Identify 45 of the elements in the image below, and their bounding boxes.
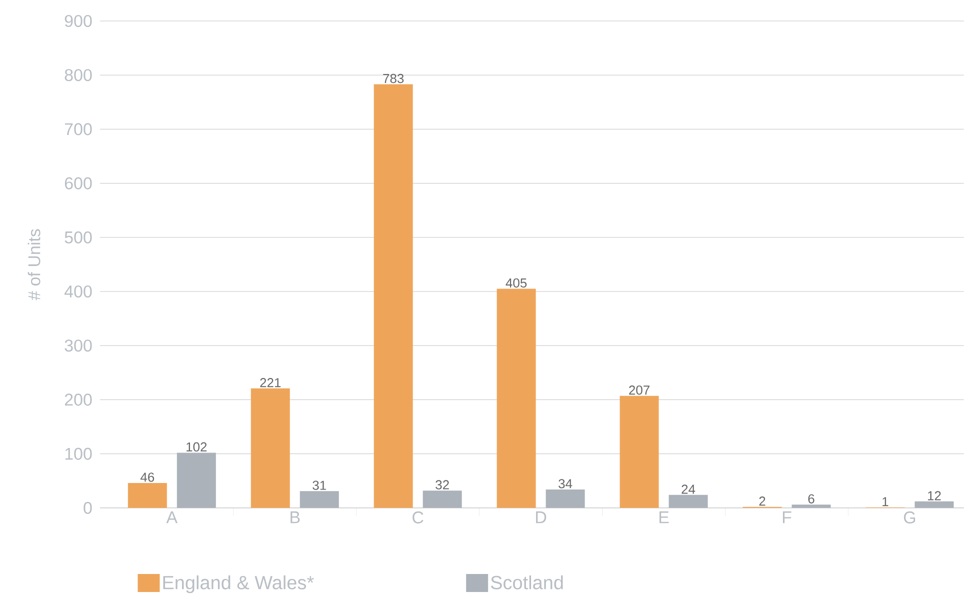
data-label: 783 — [383, 74, 404, 84]
legend-label: Scotland — [490, 575, 563, 590]
x-tick-label: A — [166, 511, 178, 524]
bar — [300, 491, 339, 508]
x-tick-label: C — [412, 511, 424, 524]
x-tick-label: G — [904, 511, 916, 524]
y-tick-label: 0 — [84, 502, 92, 514]
data-label: 405 — [506, 278, 527, 288]
data-label: 2 — [759, 496, 766, 506]
data-label: 207 — [629, 386, 650, 395]
data-label: 34 — [558, 479, 572, 488]
bar — [914, 501, 954, 508]
bar — [250, 388, 290, 508]
x-tick-label: B — [290, 511, 300, 524]
y-tick-label: 700 — [64, 123, 92, 136]
data-label: 32 — [436, 480, 449, 490]
y-tick-label: 500 — [64, 231, 92, 244]
data-label: 12 — [928, 491, 941, 500]
data-label: 24 — [682, 484, 696, 494]
data-label: 1 — [882, 497, 888, 506]
y-tick-label: 900 — [64, 15, 92, 28]
bar — [374, 84, 413, 508]
bar — [128, 483, 167, 508]
data-label: 6 — [808, 494, 814, 504]
x-tick-label: D — [536, 511, 546, 524]
y-tick-label: 200 — [64, 394, 92, 406]
bar — [546, 490, 585, 508]
y-tick-label: 400 — [64, 286, 92, 298]
data-label: 46 — [140, 472, 154, 482]
y-axis-title: # of Units — [28, 229, 40, 300]
x-tick-label: E — [660, 511, 669, 524]
y-tick-label: 100 — [65, 448, 92, 460]
bar — [620, 396, 659, 508]
data-label: 102 — [186, 442, 207, 452]
y-tick-label: 600 — [64, 177, 92, 190]
bar — [422, 490, 462, 508]
data-label: 221 — [260, 378, 281, 388]
y-tick-label: 300 — [64, 340, 92, 352]
bar — [792, 504, 831, 508]
y-tick-label: 800 — [64, 69, 92, 82]
legend-label: England & Wales* — [163, 575, 314, 594]
data-label: 31 — [312, 480, 326, 490]
bar — [668, 494, 708, 508]
x-tick-label: F — [782, 511, 792, 524]
bar — [496, 288, 536, 508]
